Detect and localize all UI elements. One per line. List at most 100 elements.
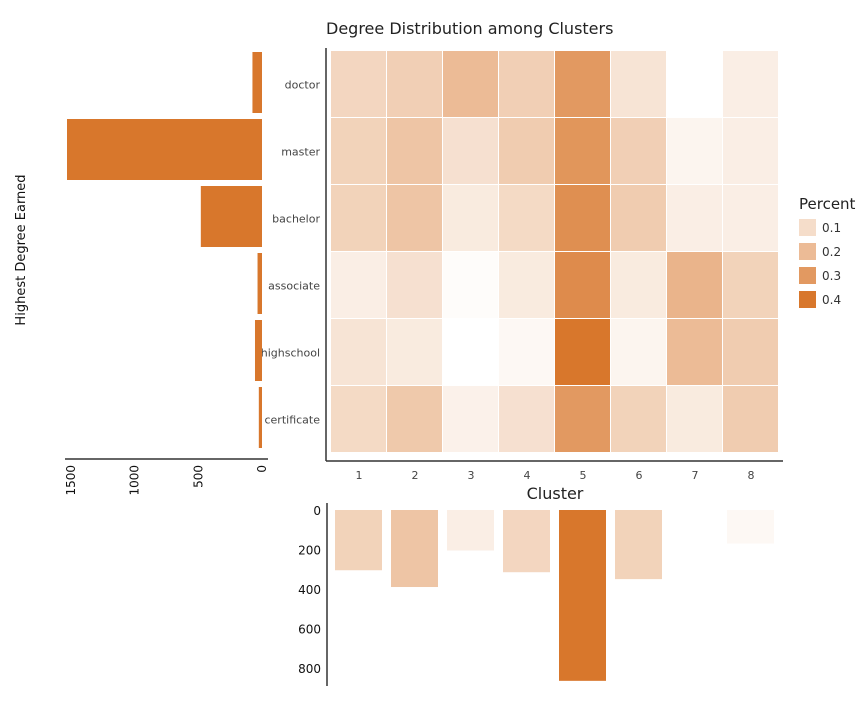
heatmap-cell [331, 319, 386, 385]
left-bar [258, 387, 262, 448]
heatmap-y-tick-label: certificate [264, 414, 320, 427]
left-bars [67, 52, 262, 448]
heatmap-cell [499, 118, 554, 184]
legend-swatch [799, 291, 816, 308]
left-bar-tick-label: 0 [255, 465, 269, 473]
legend-tick-label: 0.4 [822, 293, 841, 307]
bottom-bar [559, 510, 606, 681]
heatmap-cell [723, 319, 778, 385]
heatmap-cell [331, 252, 386, 318]
left-bar [254, 320, 262, 381]
heatmap-cell [723, 185, 778, 251]
heatmap-x-tick-label: 2 [412, 469, 419, 482]
bottom-bar [335, 510, 382, 571]
heatmap-title: Degree Distribution among Clusters [326, 19, 613, 38]
bottom-bar [615, 510, 662, 580]
heatmap-cell [443, 319, 498, 385]
heatmap-cell [499, 252, 554, 318]
heatmap-cell [387, 252, 442, 318]
heatmap-cell [331, 386, 386, 452]
heatmap-y-tick-label: highschool [261, 347, 320, 360]
heatmap-cell [611, 386, 666, 452]
heatmap-cell [555, 386, 610, 452]
bottom-bar [391, 510, 438, 588]
left-bar [67, 119, 262, 180]
heatmap-cell [611, 319, 666, 385]
legend-tick-label: 0.3 [822, 269, 841, 283]
heatmap-x-tick-label: 5 [580, 469, 587, 482]
heatmap-cell [611, 252, 666, 318]
bottom-bar [727, 510, 774, 544]
left-bar [257, 253, 262, 314]
left-bar-y-axis-label: Highest Degree Earned [14, 174, 29, 325]
heatmap-y-tick-labels: doctor master bachelor associate highschool c… [261, 79, 321, 427]
left-bar-tick-labels: 1500 1000 500 0 [64, 465, 269, 496]
heatmap-cell [723, 386, 778, 452]
heatmap-cell [555, 118, 610, 184]
heatmap-cell [387, 319, 442, 385]
bottom-bar-tick-label: 0 [313, 504, 321, 518]
bottom-bar-tick-label: 600 [298, 623, 321, 637]
legend-swatch [799, 219, 816, 236]
heatmap-cell [443, 252, 498, 318]
legend-title: Percent [799, 195, 856, 213]
heatmap-cell [555, 252, 610, 318]
heatmap-cell [443, 386, 498, 452]
heatmap-cell [387, 185, 442, 251]
heatmap-cell [387, 51, 442, 117]
bottom-bar-tick-label: 400 [298, 583, 321, 597]
legend-swatches: 0.1 0.2 0.3 0.4 [799, 219, 841, 308]
heatmap-cell [387, 386, 442, 452]
legend-swatch [799, 243, 816, 260]
heatmap-x-tick-label: 6 [636, 469, 643, 482]
heatmap-x-tick-label: 1 [356, 469, 363, 482]
legend-swatch [799, 267, 816, 284]
heatmap-cells [331, 51, 778, 452]
bottom-bar [447, 510, 494, 551]
heatmap-cell [443, 185, 498, 251]
heatmap-cell [499, 51, 554, 117]
left-bar [200, 186, 262, 247]
heatmap-cell [723, 118, 778, 184]
legend-tick-label: 0.1 [822, 221, 841, 235]
heatmap-y-tick-label: associate [268, 280, 320, 293]
bottom-bar [503, 510, 550, 573]
heatmap-x-tick-label: 8 [748, 469, 755, 482]
legend-tick-label: 0.2 [822, 245, 841, 259]
heatmap-cell [667, 118, 722, 184]
heatmap-cell [555, 51, 610, 117]
left-bar-tick-label: 1000 [128, 465, 142, 496]
left-bar [252, 52, 262, 113]
heatmap-cell [443, 118, 498, 184]
heatmap-cell [667, 185, 722, 251]
bottom-bar-tick-labels: 0 200 400 600 800 [298, 504, 321, 676]
heatmap-cell [499, 185, 554, 251]
left-bar-tick-label: 1500 [64, 465, 78, 496]
heatmap-cell [723, 252, 778, 318]
heatmap-x-tick-label: 4 [524, 469, 531, 482]
heatmap-y-tick-label: bachelor [272, 213, 320, 226]
heatmap-cell [667, 386, 722, 452]
heatmap-cell [555, 185, 610, 251]
heatmap-x-tick-label: 7 [692, 469, 699, 482]
heatmap-y-tick-label: master [281, 146, 320, 159]
left-bar-tick-label: 500 [191, 465, 205, 488]
heatmap-x-tick-label: 3 [468, 469, 475, 482]
heatmap-cell [667, 51, 722, 117]
heatmap-y-tick-label: doctor [285, 79, 321, 92]
heatmap-cell [611, 118, 666, 184]
heatmap-x-axis-label: Cluster [527, 484, 584, 503]
bottom-bar-tick-label: 800 [298, 662, 321, 676]
heatmap-cell [387, 118, 442, 184]
heatmap-cell [723, 51, 778, 117]
heatmap-x-tick-labels: 1 2 3 4 5 6 7 8 [356, 469, 755, 482]
heatmap-cell [331, 185, 386, 251]
heatmap-cell [667, 319, 722, 385]
bottom-bars [335, 510, 774, 681]
heatmap-cell [611, 51, 666, 117]
heatmap-cell [611, 185, 666, 251]
bottom-bar-tick-label: 200 [298, 544, 321, 558]
heatmap-cell [331, 118, 386, 184]
heatmap-cell [499, 386, 554, 452]
